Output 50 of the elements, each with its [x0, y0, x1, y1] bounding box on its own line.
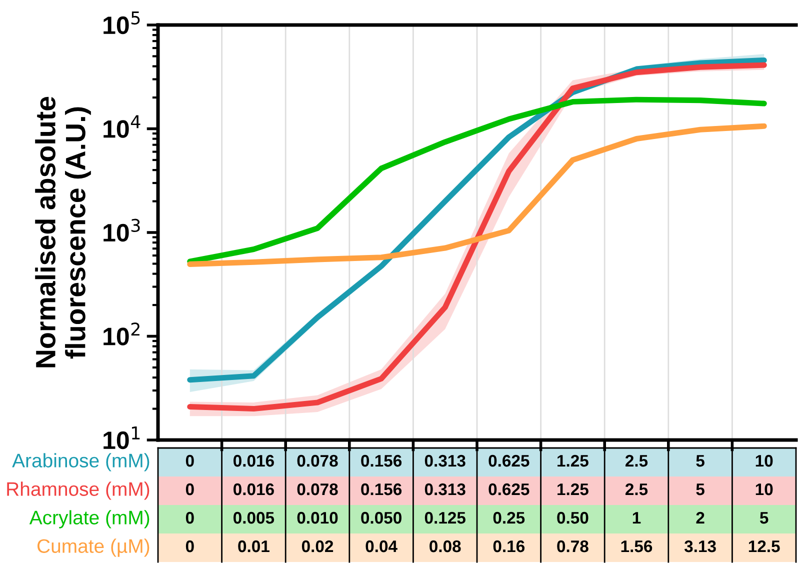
text: 0.02	[302, 540, 334, 552]
text: 0	[186, 483, 194, 496]
text: 0.078	[297, 454, 338, 467]
text: 0.25	[493, 512, 525, 524]
text: 0.313	[424, 483, 466, 496]
text: Rhamnose (mM)	[7, 482, 150, 500]
text: 0.016	[234, 454, 274, 467]
text: 5	[696, 455, 704, 467]
text: 3.13	[684, 540, 716, 552]
text: 0.005	[234, 512, 274, 524]
text: 1	[632, 512, 641, 524]
text: 0.50	[557, 512, 588, 524]
text: 0.125	[424, 512, 466, 524]
text: 10	[756, 483, 773, 496]
text: 0.016	[234, 483, 274, 496]
text: 0.04	[366, 540, 398, 552]
text: 0.156	[361, 454, 402, 467]
text: 2.5	[625, 454, 648, 467]
text: Arabinose (mM)	[12, 453, 150, 472]
text: 10	[756, 454, 773, 467]
text: 0	[186, 512, 194, 524]
text: 0.156	[361, 483, 402, 496]
text: 5	[760, 512, 768, 524]
text: 5	[696, 484, 704, 496]
text: Acrylate (mM)	[29, 510, 150, 528]
y-tick-label: 10$^{2}$	[104, 322, 140, 346]
text: 1.25	[558, 454, 588, 467]
text: 0.313	[424, 454, 466, 467]
text: 0	[186, 454, 194, 467]
text: 0.16	[493, 540, 525, 552]
text: 1.25	[558, 483, 588, 496]
text: 2.5	[625, 483, 648, 496]
text: 0.625	[488, 454, 530, 467]
y-tick-label: 10$^{5}$	[104, 12, 140, 34]
text: 0.050	[361, 512, 402, 524]
text: 0	[186, 540, 194, 552]
y-tick-label: 10$^{3}$	[104, 218, 140, 242]
text: 0.01	[238, 540, 270, 552]
text: 1.56	[621, 540, 652, 552]
text: 0.08	[430, 540, 461, 552]
text: 0.078	[297, 483, 338, 496]
text: Cumate (µM)	[38, 538, 150, 557]
text: 0.010	[297, 512, 338, 524]
y-axis-title: Normalised absolute fluorescence (A.U.)	[35, 96, 91, 368]
text: 2	[696, 512, 704, 524]
y-tick-label: 10$^{1}$	[104, 426, 140, 450]
text: 0.625	[488, 483, 530, 496]
y-tick-label: 10$^{4}$	[104, 115, 140, 138]
text: 12.5	[748, 540, 780, 552]
text: 0.78	[557, 540, 588, 552]
